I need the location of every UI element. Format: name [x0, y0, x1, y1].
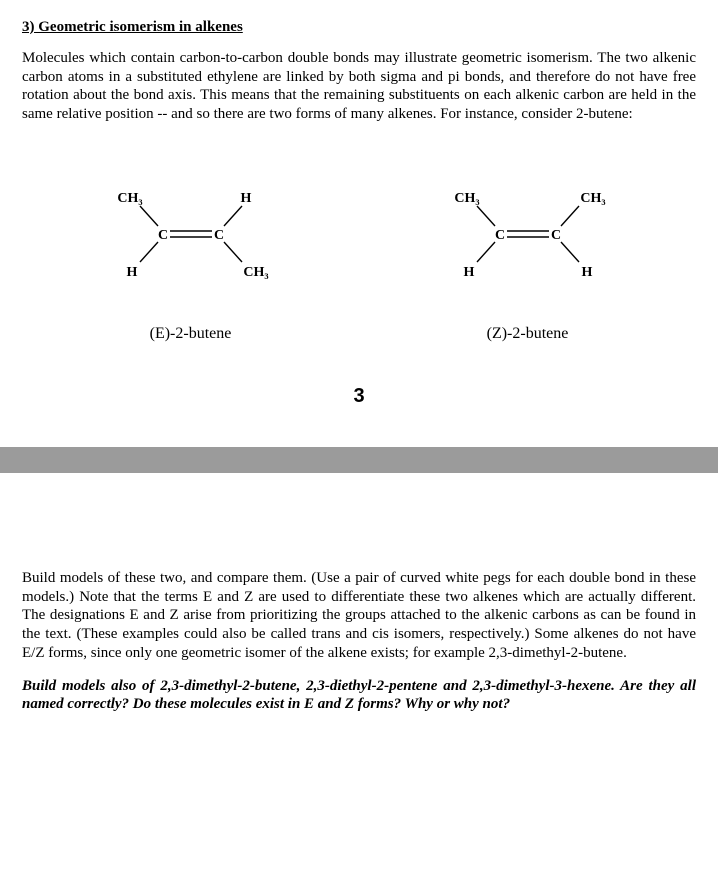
structure-z-2-butene: C C CH₃ CH₃ H H [443, 184, 613, 284]
structure-e-2-butene: C C CH₃ H H CH₃ [106, 184, 276, 284]
intro-paragraph: Molecules which contain carbon-to-carbon… [22, 49, 696, 124]
sub-tr: CH₃ [580, 191, 605, 206]
bond-br [561, 242, 579, 262]
sub-tl: CH₃ [117, 191, 142, 206]
question-paragraph: Build models also of 2,3-dimethyl-2-bute… [22, 677, 696, 715]
caption-z: (Z)-2-butene [487, 324, 569, 344]
page-top: 3) Geometric isomerism in alkenes Molecu… [0, 0, 718, 447]
c-right: C [550, 228, 560, 243]
bond-tl [477, 206, 495, 226]
scan-separator-bar [0, 447, 718, 473]
bond-bl [477, 242, 495, 262]
c-left: C [157, 228, 167, 243]
sub-bl: H [463, 265, 474, 280]
figure-row: C C CH₃ H H CH₃ (E)-2-butene C C CH₃ CH₃ [22, 184, 696, 344]
caption-e: (E)-2-butene [150, 324, 232, 344]
sub-br: H [581, 265, 592, 280]
section-heading: 3) Geometric isomerism in alkenes [22, 18, 696, 37]
page-bottom: Build models of these two, and compare t… [0, 551, 718, 732]
page-number: 3 [22, 384, 696, 409]
figure-z-isomer: C C CH₃ CH₃ H H (Z)-2-butene [408, 184, 648, 344]
figure-e-isomer: C C CH₃ H H CH₃ (E)-2-butene [71, 184, 311, 344]
bond-tr [224, 206, 242, 226]
bond-tr [561, 206, 579, 226]
bond-br [224, 242, 242, 262]
c-right: C [213, 228, 223, 243]
instructions-paragraph: Build models of these two, and compare t… [22, 569, 696, 663]
sub-bl: H [126, 265, 137, 280]
sub-br: CH₃ [243, 265, 268, 280]
bond-tl [140, 206, 158, 226]
sub-tl: CH₃ [454, 191, 479, 206]
bond-bl [140, 242, 158, 262]
blank-spacer [0, 473, 718, 551]
sub-tr: H [240, 191, 251, 206]
c-left: C [494, 228, 504, 243]
